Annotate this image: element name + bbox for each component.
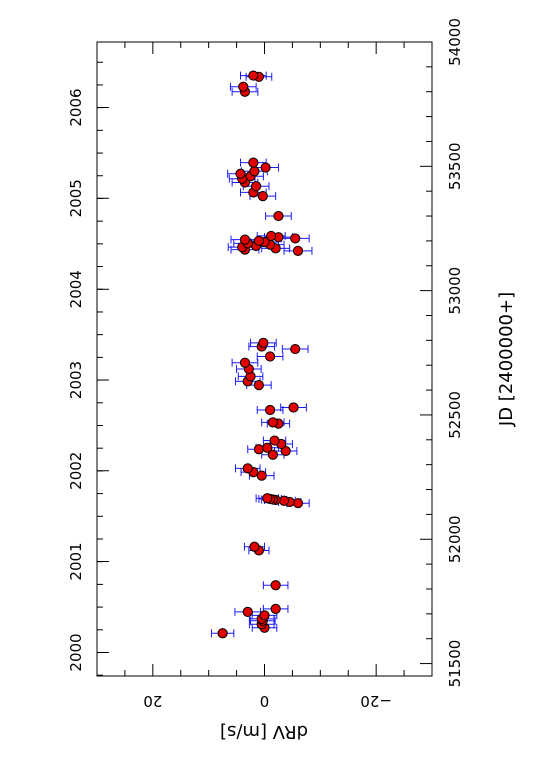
rv-tick-label: 20 [143, 692, 162, 710]
data-point [266, 230, 277, 242]
jd-tick-label: 53000 [446, 267, 464, 315]
data-point [242, 606, 253, 617]
data-point [278, 495, 290, 506]
data-point [267, 449, 278, 460]
data-point [256, 470, 267, 481]
rv-axis-title: dRV [m/s] [220, 721, 308, 742]
jd-tick-label: 51500 [446, 640, 464, 688]
data-point [249, 541, 260, 552]
data-point [239, 234, 251, 245]
jd-tick-label: 52500 [446, 391, 464, 439]
data-point [235, 168, 246, 179]
rv-tick-label: −20 [360, 692, 392, 710]
data-point [292, 498, 304, 509]
data-point [251, 181, 262, 192]
data-point [267, 417, 278, 428]
data-point [292, 245, 304, 256]
data-point [264, 351, 276, 362]
data-point [253, 380, 265, 391]
marker-layer [217, 70, 304, 639]
year-tick-label: 2003 [67, 361, 85, 399]
jd-tick-label: 52000 [446, 515, 464, 563]
data-point [264, 404, 276, 416]
data-point [259, 610, 270, 621]
year-tick-label: 2004 [67, 270, 85, 308]
data-point [290, 233, 301, 244]
data-point [288, 402, 299, 413]
jd-axis-title: JD [2400000+] [496, 292, 517, 427]
data-point [242, 463, 253, 474]
data-point [217, 628, 228, 639]
data-point [257, 191, 268, 202]
jd-tick-label: 54000 [446, 18, 464, 66]
jd-tick-label: 53500 [446, 142, 464, 190]
rv-tick-label: 0 [260, 692, 270, 710]
data-point [253, 235, 265, 247]
data-point [260, 162, 271, 173]
data-point [269, 435, 280, 446]
year-tick-label: 2006 [67, 88, 85, 126]
data-point [248, 70, 259, 81]
plot-frame [96, 41, 433, 677]
data-point [249, 166, 260, 177]
data-point [258, 337, 269, 348]
data-point [253, 444, 265, 455]
year-tick-label: 2001 [67, 542, 85, 580]
data-point [248, 157, 259, 168]
data-point [262, 442, 273, 453]
year-tick-label: 2005 [67, 179, 85, 217]
year-tick-label: 2000 [67, 633, 85, 671]
data-point [270, 603, 281, 614]
tick-layer [96, 41, 433, 676]
data-point [238, 81, 249, 92]
label-layer: 51500 52000 52500 53000 53500 54000 2000 2001 20… [67, 18, 464, 710]
data-point [290, 343, 301, 355]
data-point [270, 580, 281, 591]
data-point [262, 493, 273, 504]
data-point [273, 210, 284, 222]
year-tick-label: 2002 [67, 452, 85, 490]
data-point [239, 357, 251, 368]
